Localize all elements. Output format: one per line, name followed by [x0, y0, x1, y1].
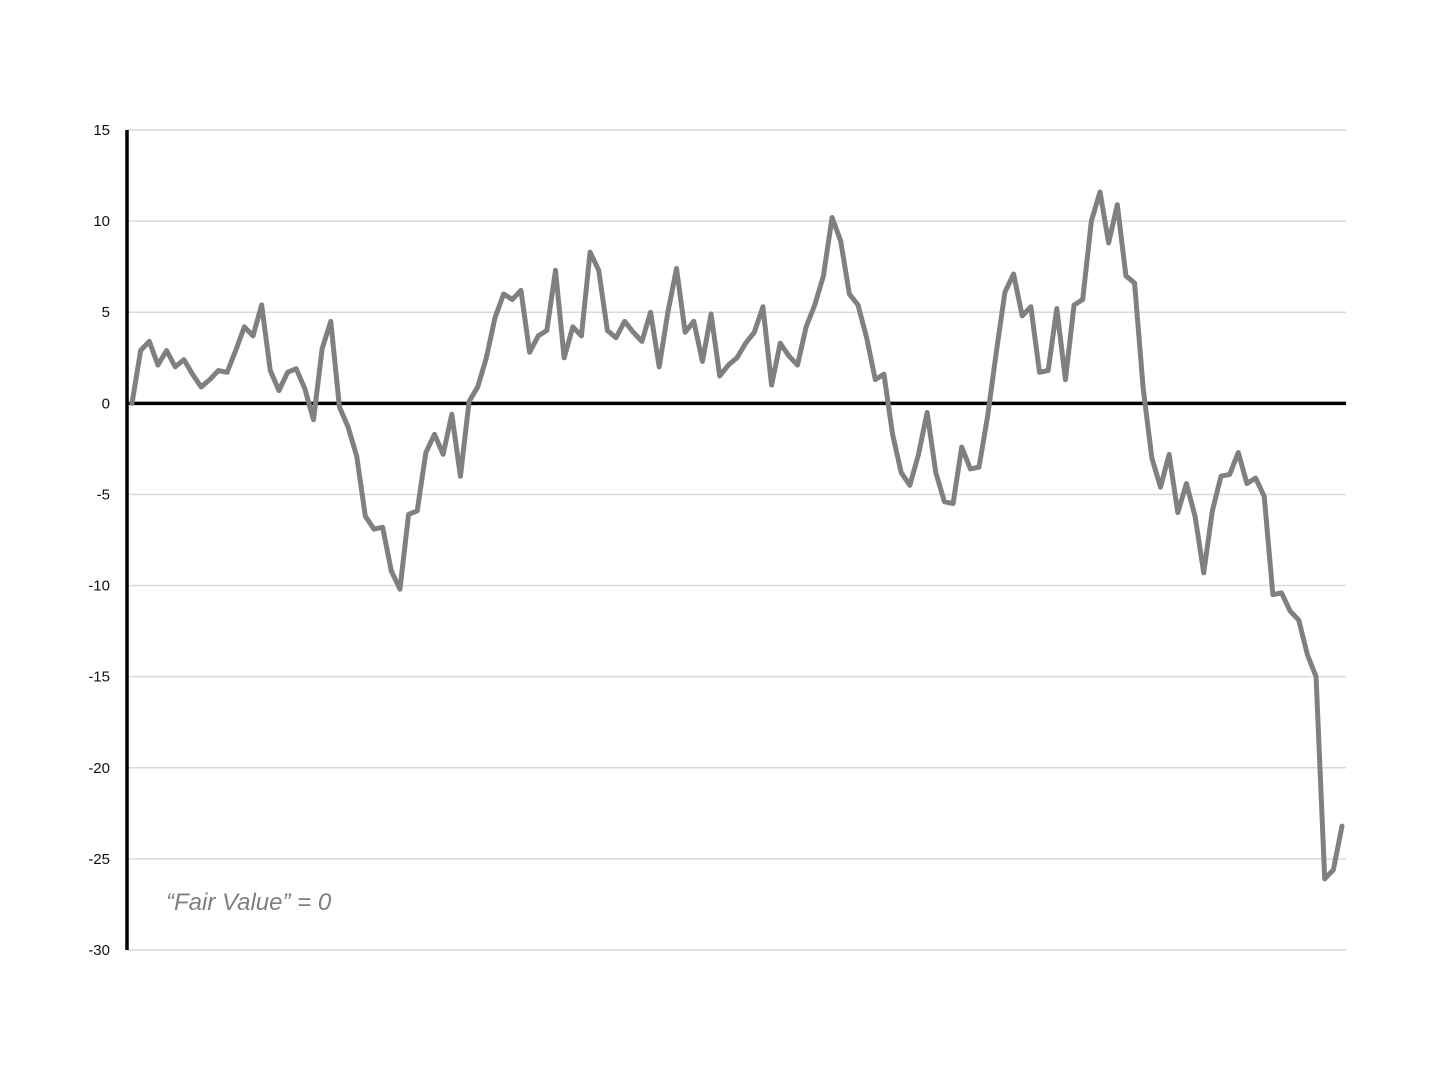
- series-line: [129, 189, 1345, 882]
- y-tick-label: -20: [88, 760, 110, 777]
- y-axis-tick-labels: 15 10 5 0 -5 -10 -15 -20 -25 -30: [88, 122, 110, 959]
- y-tick-label: 5: [102, 304, 110, 321]
- y-tick-label: 10: [93, 213, 110, 230]
- y-tick-label: 0: [102, 395, 110, 412]
- fair-value-annotation: “Fair Value” = 0: [166, 889, 332, 916]
- series-layer: [129, 189, 1345, 882]
- y-tick-label: -15: [88, 669, 110, 686]
- y-tick-label: -30: [88, 942, 110, 959]
- grid-lines: [127, 129, 1346, 951]
- y-tick-label: -5: [97, 486, 110, 503]
- y-tick-label: 15: [93, 122, 110, 139]
- y-tick-label: -25: [88, 851, 110, 868]
- y-tick-label: -10: [88, 578, 110, 595]
